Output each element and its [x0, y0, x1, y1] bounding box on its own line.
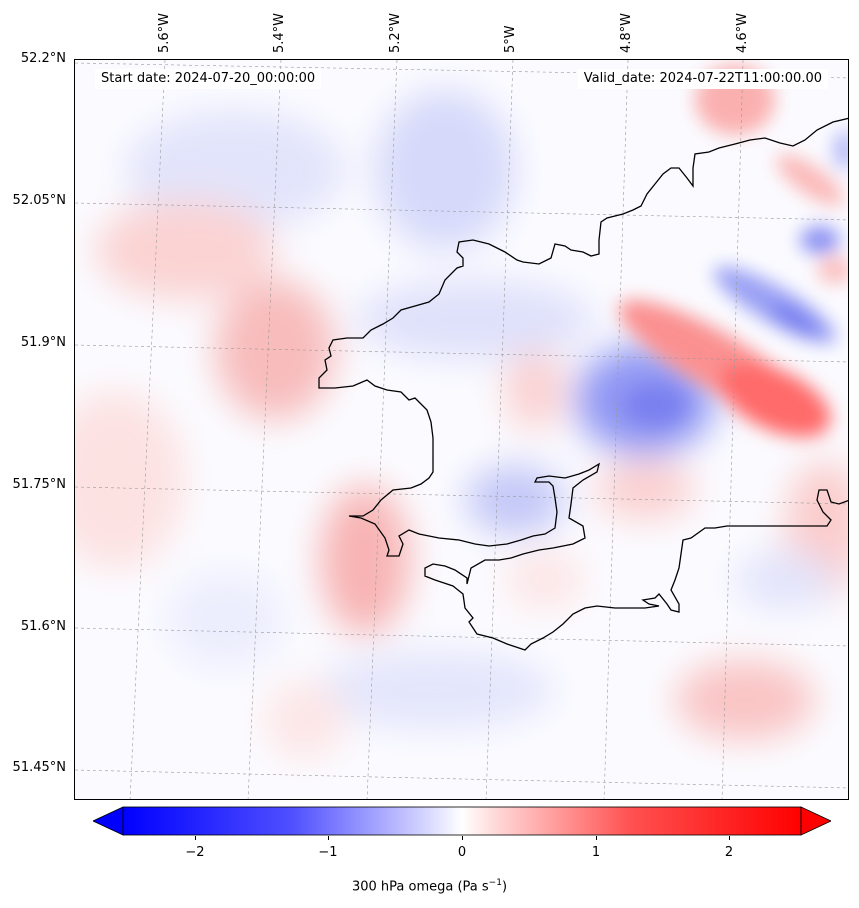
lat-label-51.9: 51.9°N [20, 335, 66, 350]
omega-field-map [75, 60, 848, 799]
colorbar-title: 300 hPa omega (Pa s−1) [351, 878, 508, 895]
colorbar-tickmark [729, 836, 730, 840]
colorbar-extend-max [800, 806, 832, 836]
colorbar-extend-min [92, 806, 124, 836]
colorbar-tick-label: −2 [185, 845, 205, 860]
lon-label-5.2: 5.2°W [388, 12, 403, 53]
lat-label-52.2: 52.2°N [20, 51, 66, 66]
lon-label-5: 5°W [503, 25, 518, 53]
lat-label-51.45: 51.45°N [12, 760, 66, 775]
lat-label-51.75: 51.75°N [12, 477, 66, 492]
colorbar-tick-label: −1 [318, 845, 338, 860]
map-panel[interactable]: Start date: 2024-07-20_00:00:00 Valid_da… [74, 59, 849, 800]
colorbar-tick-label: 0 [457, 845, 467, 860]
colorbar [92, 806, 832, 836]
graticule [75, 60, 848, 799]
colorbar-tick-label: 2 [724, 845, 734, 860]
omega-shading [75, 90, 848, 760]
valid-date-label: Valid_date: 2024-07-22T11:00:00.00 [577, 69, 828, 89]
colorbar-tickmark [462, 836, 463, 840]
lat-label-52.05: 52.05°N [12, 193, 66, 208]
lon-label-4.8: 4.8°W [619, 12, 634, 53]
lon-label-5.4: 5.4°W [272, 12, 287, 53]
colorbar-tickmark [596, 836, 597, 840]
colorbar-tickmark [328, 836, 329, 840]
colorbar-gradient [122, 806, 802, 836]
lon-label-5.6: 5.6°W [157, 12, 172, 53]
lon-label-4.6: 4.6°W [735, 12, 750, 53]
colorbar-tickmark [195, 836, 196, 840]
omega-strong-bands [618, 65, 848, 438]
start-date-label: Start date: 2024-07-20_00:00:00 [95, 69, 322, 89]
colorbar-tick-label: 1 [591, 845, 601, 860]
coastline [318, 117, 848, 651]
lat-label-51.6: 51.6°N [20, 619, 66, 634]
